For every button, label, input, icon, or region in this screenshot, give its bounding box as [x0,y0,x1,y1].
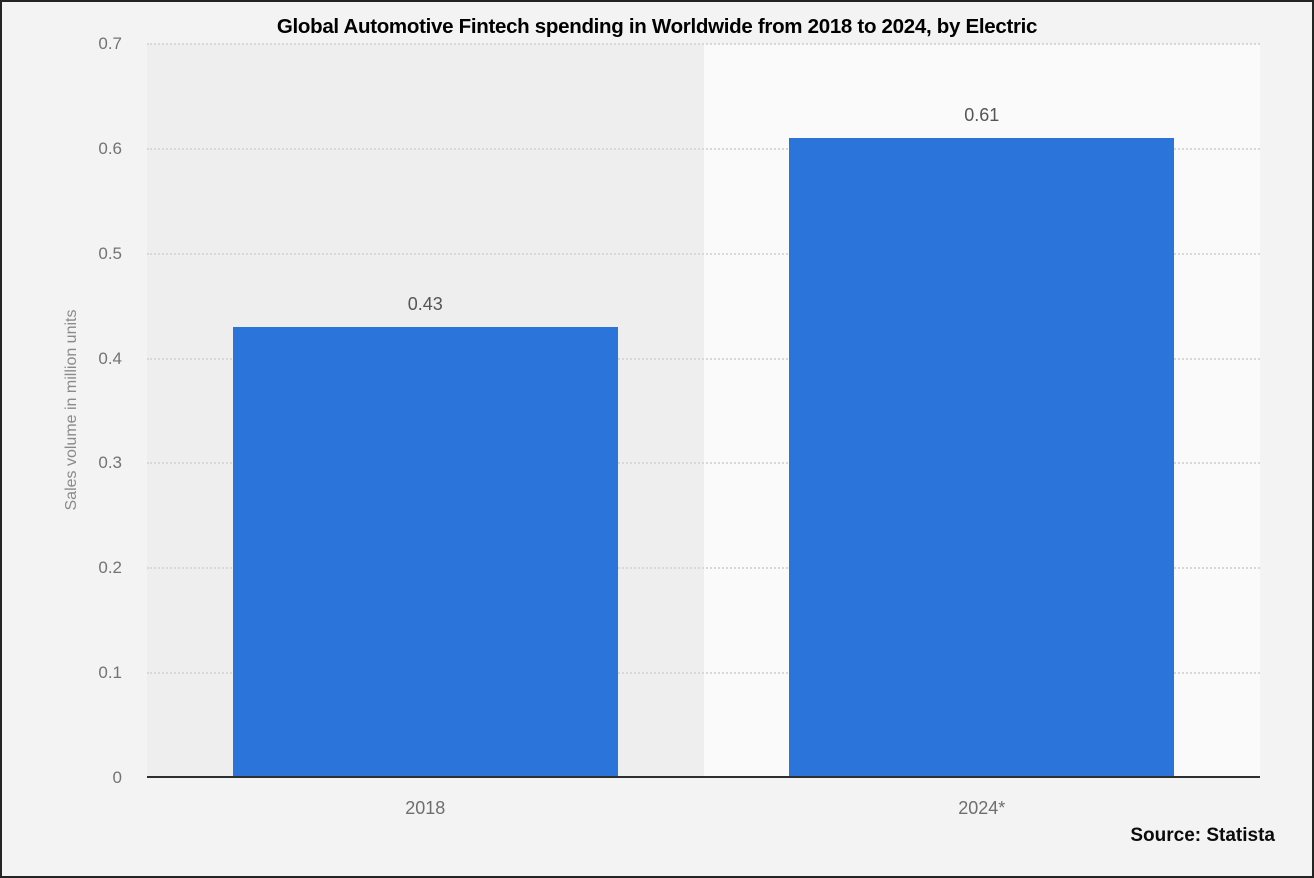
bar-value-label: 0.43 [407,294,443,315]
y-tick-label: 0.4 [98,348,122,368]
gridline [147,252,1260,255]
y-tick-label: 0.6 [98,138,122,158]
gridline [147,462,1260,465]
bar-value-label: 0.61 [964,105,1000,126]
y-axis-title: Sales volume in million units [63,309,80,511]
gridline [147,357,1260,360]
x-category-label: 2024* [958,798,1006,818]
gridline [147,43,1260,45]
gridline [147,567,1260,570]
y-tick-label: 0.5 [98,243,122,263]
plot-area [147,43,1260,778]
y-tick-label: 0.1 [98,663,122,683]
y-tick-label: 0 [112,768,122,787]
gridline [147,147,1260,150]
y-tick-label: 0.2 [98,558,122,578]
x-axis-line [147,776,1260,778]
gridline [147,672,1260,675]
chart-title: Global Automotive Fintech spending in Wo… [276,15,1038,38]
y-tick-label: 0.7 [98,34,122,53]
y-tick-label: 0.3 [98,453,122,473]
bar [232,327,618,778]
bar [789,138,1175,778]
source-credit: Source: Statista [1130,825,1275,846]
x-category-label: 2018 [405,798,446,818]
